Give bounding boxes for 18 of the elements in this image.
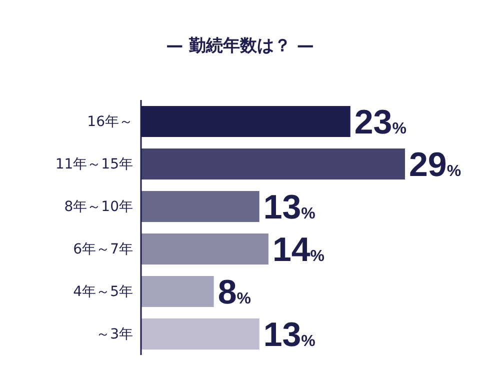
bar (141, 318, 260, 350)
y-tick-label: 6年～7年 (73, 242, 133, 258)
data-label: 13% (263, 188, 316, 226)
data-label: 29% (409, 146, 462, 184)
bar (141, 233, 268, 264)
y-tick-label: 16年～ (87, 114, 133, 130)
data-label: 8% (218, 273, 251, 312)
y-tick-label: 8年～10年 (64, 199, 133, 216)
chart-title: — 勤続年数は？ — (165, 35, 315, 57)
data-label: 23% (354, 103, 406, 142)
data-label: 14% (272, 230, 325, 269)
y-tick-label: 4年～5年 (73, 284, 133, 300)
data-label: 13% (263, 316, 316, 354)
bar (141, 276, 214, 307)
y-tick-label: ～3年 (96, 326, 133, 343)
bar (141, 190, 260, 222)
y-tick-label: 11年～15年 (55, 156, 133, 173)
bar (141, 148, 405, 180)
